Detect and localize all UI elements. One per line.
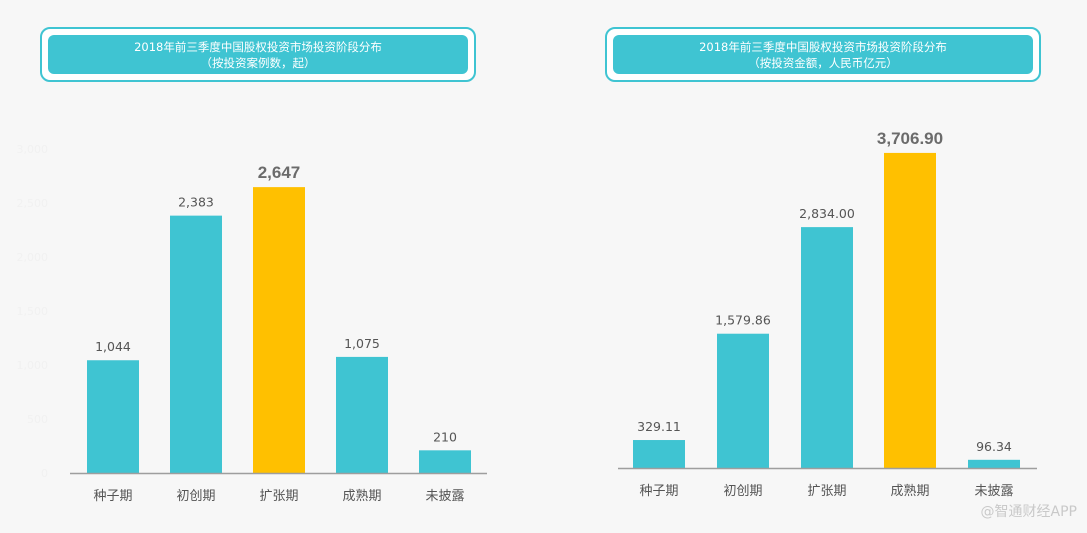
- chart2-bar: [717, 333, 769, 468]
- chart1-x-tick-label: 成熟期: [342, 488, 381, 504]
- chart1-data-label: 1,044: [95, 339, 131, 354]
- chart1-y-tick-label: 1,500: [17, 305, 49, 318]
- chart1-x-tick-label: 扩张期: [259, 489, 298, 504]
- chart1-data-label: 2,383: [178, 195, 214, 210]
- chart2-x-tick-label: 种子期: [639, 484, 678, 499]
- chart2-bar: [968, 459, 1020, 468]
- chart2-data-label: 96.34: [976, 439, 1012, 454]
- chart2-bar: [801, 227, 853, 468]
- chart1-data-label: 2,647: [258, 163, 301, 182]
- chart2-bar: [884, 152, 936, 468]
- chart1-y-tick-label: 2,000: [17, 251, 49, 264]
- chart1-x-tick-label: 种子期: [93, 489, 132, 504]
- chart1-y-tick-label: 500: [27, 413, 48, 426]
- chart1-title-box: 2018年前三季度中国股权投资市场投资阶段分布 （按投资案例数，起）: [40, 27, 476, 82]
- chart1-title-banner: 2018年前三季度中国股权投资市场投资阶段分布 （按投资案例数，起）: [48, 35, 468, 74]
- chart1-bar: [253, 187, 305, 473]
- chart2-data-label: 1,579.86: [715, 313, 771, 328]
- chart1-bar: [170, 215, 222, 474]
- watermark: @智通财经APP: [980, 504, 1077, 520]
- chart2-title-banner: 2018年前三季度中国股权投资市场投资阶段分布 （按投资金额，人民币亿元）: [613, 35, 1033, 74]
- chart1-bar: [87, 360, 139, 473]
- chart2-subtitle: （按投资金额，人民币亿元）: [748, 55, 898, 70]
- chart2-x-tick-label: 初创期: [723, 484, 762, 499]
- chart1-y-tick-label: 0: [41, 467, 48, 480]
- chart2-data-label: 2,834.00: [799, 206, 855, 221]
- chart2-x-tick-label: 扩张期: [807, 484, 846, 499]
- chart1-y-tick-label: 2,500: [17, 197, 49, 210]
- chart1-y-tick-label: 1,000: [17, 359, 49, 372]
- chart1-x-tick-label: 初创期: [176, 489, 215, 504]
- chart1-bar: [336, 356, 388, 473]
- chart1-subtitle: （按投资案例数，起）: [200, 55, 316, 70]
- chart2-data-label: 3,706.90: [877, 129, 943, 148]
- chart1-data-label: 1,075: [344, 336, 380, 351]
- chart1-y-tick-label: 3,000: [17, 143, 49, 156]
- chart2-title-box: 2018年前三季度中国股权投资市场投资阶段分布 （按投资金额，人民币亿元）: [605, 27, 1041, 82]
- chart1-x-tick-label: 未披露: [425, 489, 464, 504]
- chart1-title: 2018年前三季度中国股权投资市场投资阶段分布: [134, 39, 382, 54]
- chart2-data-label: 329.11: [637, 419, 681, 434]
- chart2-x-tick-label: 成熟期: [890, 483, 929, 499]
- chart2-x-tick-label: 未披露: [974, 484, 1013, 499]
- chart1-bar: [419, 450, 471, 473]
- chart2-title: 2018年前三季度中国股权投资市场投资阶段分布: [699, 39, 947, 54]
- chart2-bar: [633, 440, 685, 468]
- chart1-data-label: 210: [433, 429, 457, 444]
